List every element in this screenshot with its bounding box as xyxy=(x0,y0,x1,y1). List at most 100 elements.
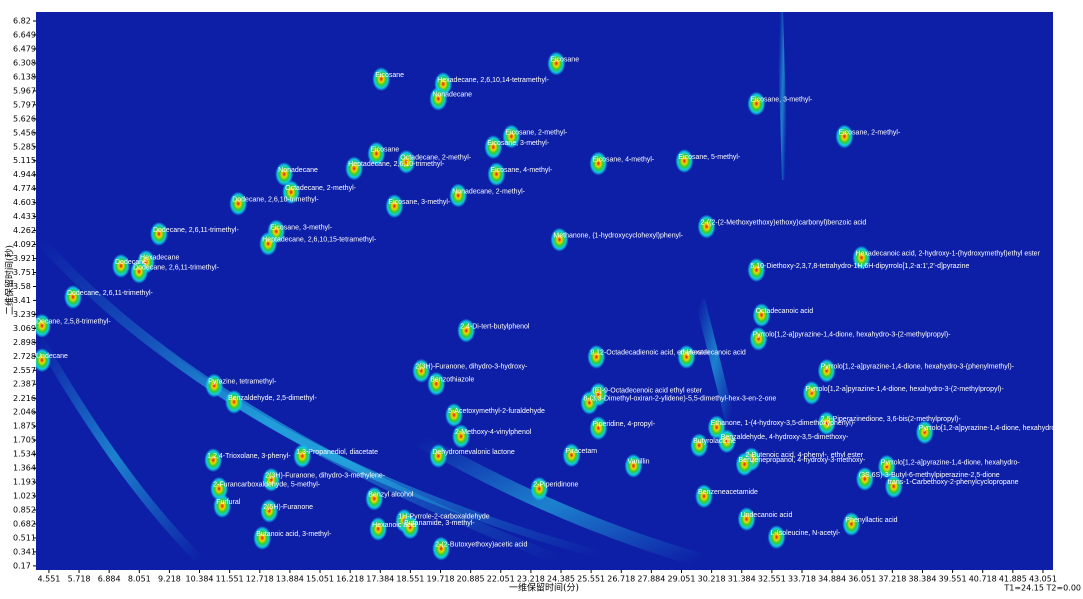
peak xyxy=(432,537,450,561)
y-tick-label: 1.875 xyxy=(13,422,36,431)
peak-label: (E)-9-Octadecenoic acid ethyl ester xyxy=(592,387,702,394)
peak-label: 2-Methoxy-4-vinylphenol xyxy=(455,429,532,436)
peak-label: Phenyllactic acid xyxy=(845,517,897,524)
peak xyxy=(484,135,502,159)
peak-label: Eicosane, 2-methyl- xyxy=(838,129,901,136)
peak-label: Dehydromevalonic lactone xyxy=(432,449,515,456)
peak-label: Benzyl alcohol xyxy=(368,491,414,498)
peak xyxy=(550,228,568,252)
peak-label: Eicosane xyxy=(370,147,399,154)
y-tick-label: 5.797 xyxy=(13,100,36,109)
peak-label: 1,3-Propanediol, diacetate xyxy=(296,449,378,456)
peak-label: Methanone, (1-hydroxycyclohexyl)phenyl- xyxy=(553,233,683,240)
peak-label: Heptadecane, 2,6,10,15-tetramethyl- xyxy=(262,237,377,244)
peak-label: Pyrrolo[1,2-a]pyrazine-1,4-dione, hexahy… xyxy=(752,332,951,339)
peak xyxy=(445,403,463,427)
x-tick-label: 29.051 xyxy=(667,575,695,584)
peak xyxy=(842,512,860,536)
y-tick-label: 5.967 xyxy=(13,86,36,95)
peak xyxy=(429,87,447,111)
peak-label: 2-((2-(2-Methoxyethoxy)ethoxy)carbonyl)b… xyxy=(701,219,867,226)
peak-label: Eicosane, 3-methyl- xyxy=(388,199,451,206)
x-tick-label: 4.551 xyxy=(37,575,60,584)
peak-label: Hexadecane, 2,6,10,14-tetramethyl- xyxy=(437,77,549,84)
peak xyxy=(259,232,277,256)
peak xyxy=(487,162,505,186)
peak-label: Nonadecane xyxy=(278,167,318,174)
y-tick-label: 6.82 xyxy=(13,17,31,26)
peak-label: Butanamide, 3-methyl- xyxy=(404,520,475,527)
peak-label: Eicosane, 5-methyl- xyxy=(678,154,741,161)
y-tick-label: 0.511 xyxy=(13,533,36,542)
peak xyxy=(293,444,311,468)
peak xyxy=(747,92,765,116)
peak-label: Heptadecane, 2,6,10-trimethyl- xyxy=(348,161,445,168)
y-tick-label: 1.364 xyxy=(13,464,36,473)
peak xyxy=(547,52,565,76)
peak-label: Hexadecanoic acid, 2-hydroxy-1-(hydroxym… xyxy=(855,251,1040,258)
y-tick-label: 1.193 xyxy=(13,478,36,487)
peak-label: Vanillin xyxy=(628,459,650,466)
peak-label: 2(3H)-Furanone, dihydro-3-methylene- xyxy=(265,473,385,480)
peak xyxy=(253,526,271,550)
peak xyxy=(229,192,247,216)
peak-label: Benzothiazole xyxy=(430,377,474,384)
peak-label: Pyrazine, tetramethyl- xyxy=(208,378,277,385)
chart: Eicosane Eicosane Hexadecane, 2,6,10,14-te… xyxy=(0,0,1083,595)
peak xyxy=(64,285,82,309)
peak-label: Eicosane, 2-methyl- xyxy=(505,129,568,136)
x-tick-label: 36.051 xyxy=(848,575,876,584)
y-tick-label: 2.387 xyxy=(13,380,36,389)
y-tick-label: 4.092 xyxy=(13,240,36,249)
peak xyxy=(835,124,853,148)
peak-label: Decane, 2,5,8-trimethyl- xyxy=(36,319,111,326)
peak-label: Butanoic acid, 3-methyl- xyxy=(256,531,332,538)
y-tick-label: 5.456 xyxy=(13,128,36,137)
peak-label: Nonadecane, 2-methyl- xyxy=(452,188,525,195)
x-tick-label: 41.885 xyxy=(999,575,1027,584)
peak-label: Eicosane xyxy=(550,56,579,63)
y-tick-label: 2.898 xyxy=(13,338,36,347)
y-tick-label: 3.58 xyxy=(13,282,31,291)
peak xyxy=(698,215,716,239)
peak xyxy=(803,381,821,405)
peak-label: Pyrrolo[1,2-a]pyrazine-1,4-dione, hexahy… xyxy=(881,460,1021,467)
peak-label: 1,2,4-Trioxolane, 3-phenyl- xyxy=(207,453,291,460)
y-tick-label: 4.433 xyxy=(13,212,36,221)
peak xyxy=(365,487,383,511)
peak xyxy=(457,319,475,343)
peak-label: Undecanoic acid xyxy=(741,512,793,519)
peak xyxy=(563,443,581,467)
peak-label: Pyrrolo[1,2-a]pyrazine-1,4-dione, hexahy… xyxy=(821,364,1015,371)
y-tick-label: 0.682 xyxy=(13,519,36,528)
peak-label: trans-1-Carbethoxy-2-phenylcyclopropane xyxy=(888,479,1019,486)
peak-label: Pyrrolo[1,2-a]pyrazine-1,4-dione, hexahy… xyxy=(919,425,1059,432)
x-tick-label: 23.218 xyxy=(517,575,545,584)
y-tick-label: 3.41 xyxy=(13,296,31,305)
x-tick-label: 30.218 xyxy=(698,575,726,584)
peak-label: 8-(3,3-Dimethyl-oxiran-2-ylidene)-5,5-di… xyxy=(583,396,776,403)
peak xyxy=(225,390,243,414)
y-tick-label: 0.341 xyxy=(13,547,36,556)
peak xyxy=(372,67,390,91)
peak-label: Dodecane, 2,6,11-trimethyl- xyxy=(133,264,220,271)
peak xyxy=(587,345,605,369)
peak-label: Eicosane, 4-methyl- xyxy=(592,156,655,163)
x-tick-label: 37.218 xyxy=(878,575,906,584)
peak xyxy=(749,327,767,351)
y-tick-label: 6.479 xyxy=(13,44,36,53)
x-tick-label: 39.551 xyxy=(939,575,967,584)
y-tick-label: 1.534 xyxy=(13,450,36,459)
peak xyxy=(747,258,765,282)
peak-label: Benzeneacetamide xyxy=(698,489,758,496)
peak xyxy=(213,494,231,518)
peak xyxy=(429,444,447,468)
y-tick-label: 4.262 xyxy=(13,226,36,235)
peak xyxy=(150,222,168,246)
peak xyxy=(260,499,278,523)
peak-label: (3S,6S)-3-Butyl-6-methylpiperazine-2,5-d… xyxy=(859,472,1000,479)
peak xyxy=(675,149,693,173)
peak-label: Eicosane, 3-methyl- xyxy=(750,97,813,104)
peak xyxy=(412,359,430,383)
y-tick-label: 5.285 xyxy=(13,142,36,151)
